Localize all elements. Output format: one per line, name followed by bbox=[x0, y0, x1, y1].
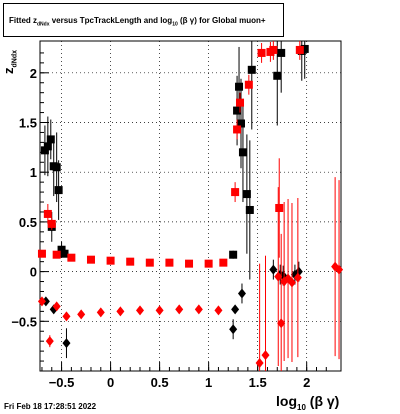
data-point-square bbox=[247, 65, 256, 74]
data-point-square bbox=[229, 250, 238, 259]
x-tick-label: 0 bbox=[107, 375, 114, 390]
data-point-square bbox=[236, 119, 245, 128]
data-point-diamond bbox=[269, 264, 278, 275]
data-point-diamond bbox=[229, 324, 238, 335]
x-axis-label-main: log bbox=[276, 393, 297, 409]
data-point-square bbox=[126, 257, 135, 266]
plot-frame bbox=[39, 40, 342, 372]
y-tick-label: −0.5 bbox=[11, 314, 37, 329]
y-axis-label-main: z bbox=[1, 67, 16, 75]
data-point-square bbox=[269, 45, 278, 54]
title-mid: versus TpcTrackLength and log bbox=[49, 16, 173, 25]
y-tick-label: 0.5 bbox=[19, 215, 37, 230]
data-point-square bbox=[275, 203, 284, 212]
data-point-square bbox=[204, 259, 213, 268]
title-sub1: dNdx bbox=[37, 21, 50, 28]
data-point-square bbox=[300, 44, 309, 53]
data-point-square bbox=[52, 250, 61, 259]
x-tick-label: 1 bbox=[205, 375, 212, 390]
data-point-square bbox=[185, 259, 194, 268]
y-axis-label: zdNdx bbox=[1, 50, 19, 74]
data-point-diamond bbox=[214, 305, 223, 316]
data-point-square bbox=[233, 106, 242, 115]
x-tick-label: 0.5 bbox=[151, 375, 169, 390]
title-prefix: Fitted z bbox=[9, 16, 37, 25]
title-suffix: (β γ) for Global muon+ bbox=[180, 16, 266, 25]
y-tick-label: 1.5 bbox=[19, 116, 37, 131]
data-point-square bbox=[245, 205, 254, 214]
data-point-diamond bbox=[287, 277, 296, 288]
data-point-diamond bbox=[231, 304, 240, 315]
data-point-diamond bbox=[37, 296, 46, 307]
datestamp: Fri Feb 18 17:28:51 2022 bbox=[4, 402, 97, 411]
data-point-square bbox=[52, 163, 61, 172]
data-point-square bbox=[47, 219, 56, 228]
data-point-diamond bbox=[255, 358, 264, 369]
data-point-diamond bbox=[52, 301, 61, 312]
data-point-diamond bbox=[175, 304, 184, 315]
x-axis-label-tail: (β γ) bbox=[309, 393, 340, 409]
y-tick-label: 2 bbox=[30, 66, 37, 81]
data-point-diamond bbox=[277, 318, 286, 329]
data-point-square bbox=[238, 148, 247, 157]
data-point-square bbox=[257, 48, 266, 57]
data-point-diamond bbox=[136, 305, 145, 316]
x-tick-label: 1.5 bbox=[249, 375, 267, 390]
data-point-square bbox=[242, 190, 251, 199]
y-tick-label: 0 bbox=[30, 265, 37, 280]
data-point-square bbox=[145, 258, 154, 267]
data-point-square bbox=[165, 258, 174, 267]
data-point-square bbox=[43, 142, 52, 151]
data-point-square bbox=[219, 258, 228, 267]
data-point-diamond bbox=[155, 305, 164, 316]
data-point-square bbox=[43, 209, 52, 218]
data-point-diamond bbox=[45, 336, 54, 347]
data-point-diamond bbox=[237, 288, 246, 299]
data-point-diamond bbox=[77, 309, 86, 320]
data-point-square bbox=[54, 186, 63, 195]
data-point-square bbox=[231, 188, 240, 197]
data-point-square bbox=[235, 82, 244, 91]
data-point-square bbox=[244, 80, 253, 89]
x-tick-label: −0.5 bbox=[49, 375, 75, 390]
y-tick-label: 1 bbox=[30, 165, 37, 180]
data-point-diamond bbox=[96, 307, 105, 318]
data-point-square bbox=[106, 256, 115, 265]
x-axis-label-sub: 10 bbox=[297, 402, 306, 412]
data-point-diamond bbox=[274, 271, 283, 282]
data-point-square bbox=[277, 48, 286, 57]
data-point-square bbox=[233, 125, 242, 134]
data-point-square bbox=[86, 255, 95, 264]
data-point-square bbox=[37, 249, 46, 258]
x-axis-label: log10 (β γ) bbox=[276, 393, 339, 412]
data-point-diamond bbox=[62, 311, 71, 322]
y-axis-label-sub: dNdx bbox=[11, 50, 19, 68]
data-point-square bbox=[46, 135, 55, 144]
data-point-diamond bbox=[335, 264, 344, 275]
data-point-diamond bbox=[116, 306, 125, 317]
data-point-diamond bbox=[261, 350, 270, 361]
chart-title: Fitted zdNdx versus TpcTrackLength and l… bbox=[3, 3, 284, 37]
data-point-square bbox=[67, 253, 76, 262]
data-point-square bbox=[60, 249, 69, 258]
data-point-square bbox=[273, 71, 282, 80]
x-tick-label: 2 bbox=[303, 375, 310, 390]
data-point-square bbox=[295, 45, 304, 54]
data-point-square bbox=[236, 98, 245, 107]
title-sub2: 10 bbox=[172, 21, 178, 28]
data-point-diamond bbox=[62, 338, 71, 349]
data-point-diamond bbox=[293, 272, 302, 283]
data-point-diamond bbox=[194, 304, 203, 315]
